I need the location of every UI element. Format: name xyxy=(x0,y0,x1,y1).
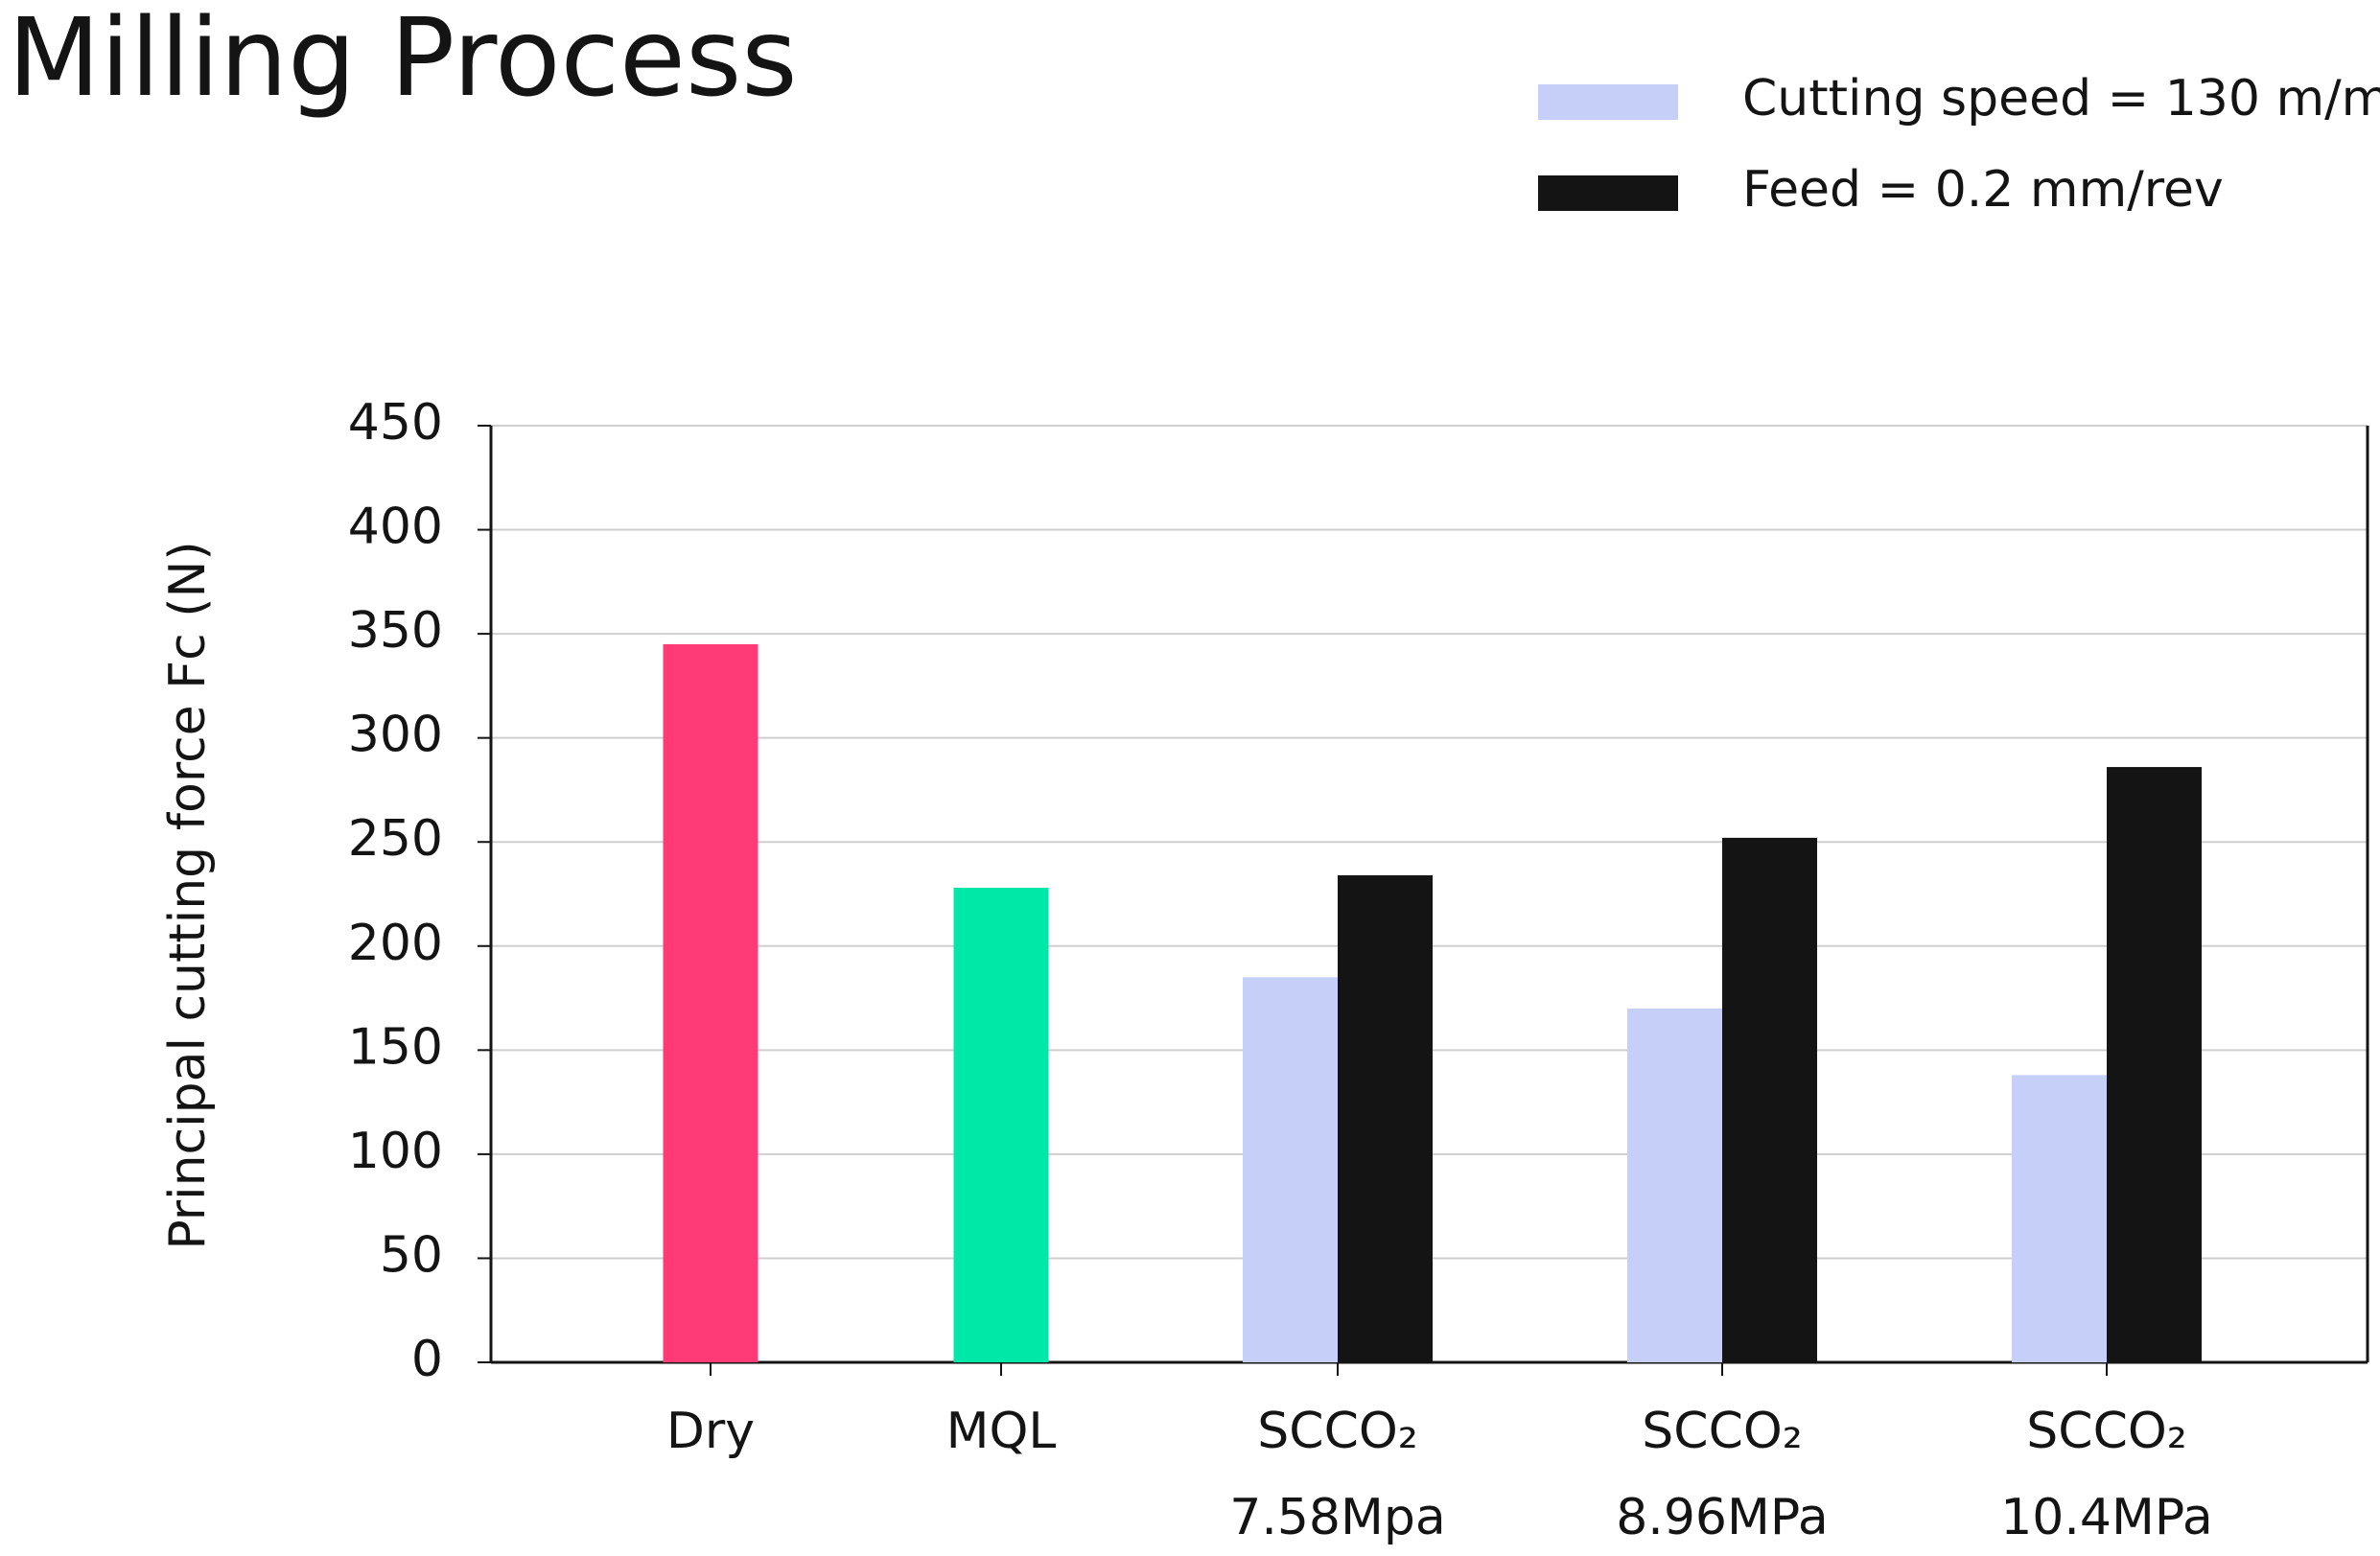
y-tick-label: 200 xyxy=(348,915,443,972)
y-tick-label: 350 xyxy=(348,602,443,660)
y-tick-label: 450 xyxy=(348,394,443,452)
bar xyxy=(953,887,1049,1362)
x-tick-label: SCCO₂ xyxy=(1642,1403,1802,1460)
bar xyxy=(1627,1008,1722,1362)
x-tick-label: MQL xyxy=(946,1403,1057,1460)
y-tick-label: 100 xyxy=(348,1123,443,1180)
legend-label: Cutting speed = 130 m/min xyxy=(1742,70,2380,128)
y-tick-label: 50 xyxy=(380,1226,443,1284)
x-tick-label: SCCO₂ xyxy=(1257,1403,1417,1460)
bar xyxy=(2107,767,2202,1362)
x-tick-label: Dry xyxy=(666,1403,755,1460)
y-tick-label: 300 xyxy=(348,707,443,764)
x-tick-label: 8.96MPa xyxy=(1616,1489,1829,1546)
bar xyxy=(1338,874,1433,1362)
bar xyxy=(2012,1075,2107,1362)
y-axis-label: Principal cutting force Fc (N) xyxy=(159,541,217,1249)
x-tick-label: SCCO₂ xyxy=(2026,1403,2186,1460)
bar xyxy=(1722,837,1817,1362)
legend-label: Feed = 0.2 mm/rev xyxy=(1742,161,2224,219)
y-tick-label: 400 xyxy=(348,499,443,556)
y-tick-label: 0 xyxy=(411,1331,443,1388)
bar xyxy=(1243,977,1338,1362)
legend-swatch xyxy=(1538,84,1678,120)
y-tick-label: 250 xyxy=(348,810,443,868)
chart-title: Milling Process xyxy=(8,0,798,121)
x-tick-label: 7.58Mpa xyxy=(1229,1489,1446,1546)
y-tick-label: 150 xyxy=(348,1018,443,1076)
bar xyxy=(663,643,758,1362)
legend-swatch xyxy=(1538,175,1678,211)
x-tick-label: 10.4MPa xyxy=(2000,1489,2213,1546)
